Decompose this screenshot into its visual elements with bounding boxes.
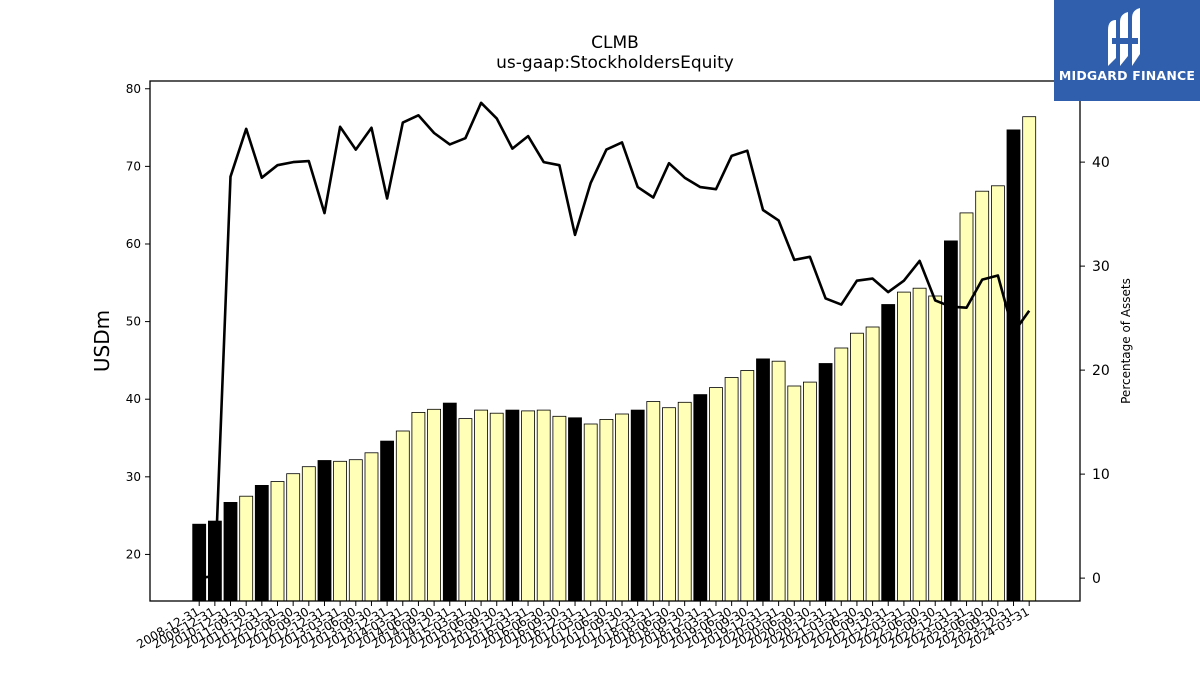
midgard-logo-icon [1108,8,1140,66]
bar [912,287,927,602]
bar [803,381,817,602]
bar [677,401,692,602]
y-tick-label: 40 [126,392,141,406]
y-right-tick-label: 0 [1092,571,1101,587]
bar [411,411,426,602]
bar [881,304,896,602]
y-axis-label: USDm [90,310,114,372]
y-axis-left: 20 30 40 50 60 70 80 [126,82,150,561]
bar [223,501,238,602]
bar [427,408,442,602]
x-axis: 2008-12-312009-12-312010-12-312011-09-30… [134,601,1032,651]
plot-frame [149,80,1081,602]
bar [192,523,207,602]
bar [254,484,269,602]
bar [771,360,786,602]
y-tick-label: 80 [126,82,141,96]
bar [787,385,802,602]
bar-series [192,116,1037,602]
bar [818,363,833,602]
bar [489,412,504,602]
y-tick-label: 50 [126,315,141,329]
bar [474,409,489,602]
bar [1006,129,1021,602]
y-tick-label: 20 [126,547,141,561]
y-tick-label: 60 [126,237,141,251]
bar [364,452,379,602]
bar [975,190,990,602]
bar [693,394,708,602]
bar [442,402,457,602]
bar [380,440,395,602]
bar [991,185,1005,602]
bar [583,423,598,602]
y-axis-label-right: Percentage of Assets [1119,278,1133,404]
bar [928,295,943,602]
bar [724,377,739,602]
bar [521,410,535,602]
bar [615,413,629,602]
bar [646,401,661,602]
bar [897,291,911,602]
bar [270,481,285,602]
bar [536,409,551,602]
brand-logo: MIDGARD FINANCE [1054,0,1200,101]
bar [850,332,864,602]
bar [1022,116,1037,602]
bar [740,370,755,602]
y-tick-label: 70 [126,159,141,173]
bar [333,460,348,602]
bar [599,418,614,602]
y-right-tick-label: 10 [1092,467,1110,483]
y-right-tick-label: 30 [1092,259,1110,275]
bar [630,409,645,602]
bar [301,466,316,602]
chart-title: CLMB [591,33,639,53]
y-right-tick-label: 20 [1092,363,1110,379]
bar [709,387,723,602]
y-tick-label: 30 [126,470,141,484]
bar [552,415,567,602]
y-axis-right: 0 10 20 30 40 [1080,155,1110,587]
bar [458,418,473,602]
bar [348,459,363,602]
bar [944,240,958,602]
bar [756,358,770,602]
chart-subtitle: us-gaap:StockholdersEquity [496,53,734,73]
bar [959,212,974,602]
y-right-tick-label: 40 [1092,155,1110,171]
bar [568,417,582,602]
bar [239,495,254,602]
bar [865,326,880,602]
bar [395,430,410,602]
bar [317,460,332,602]
bar [834,347,849,602]
bar [286,473,301,602]
brand-name: MIDGARD FINANCE [1058,68,1196,83]
bar [505,409,520,602]
bar [662,407,676,602]
line-series [199,101,1031,580]
line-series-path [199,101,1031,580]
